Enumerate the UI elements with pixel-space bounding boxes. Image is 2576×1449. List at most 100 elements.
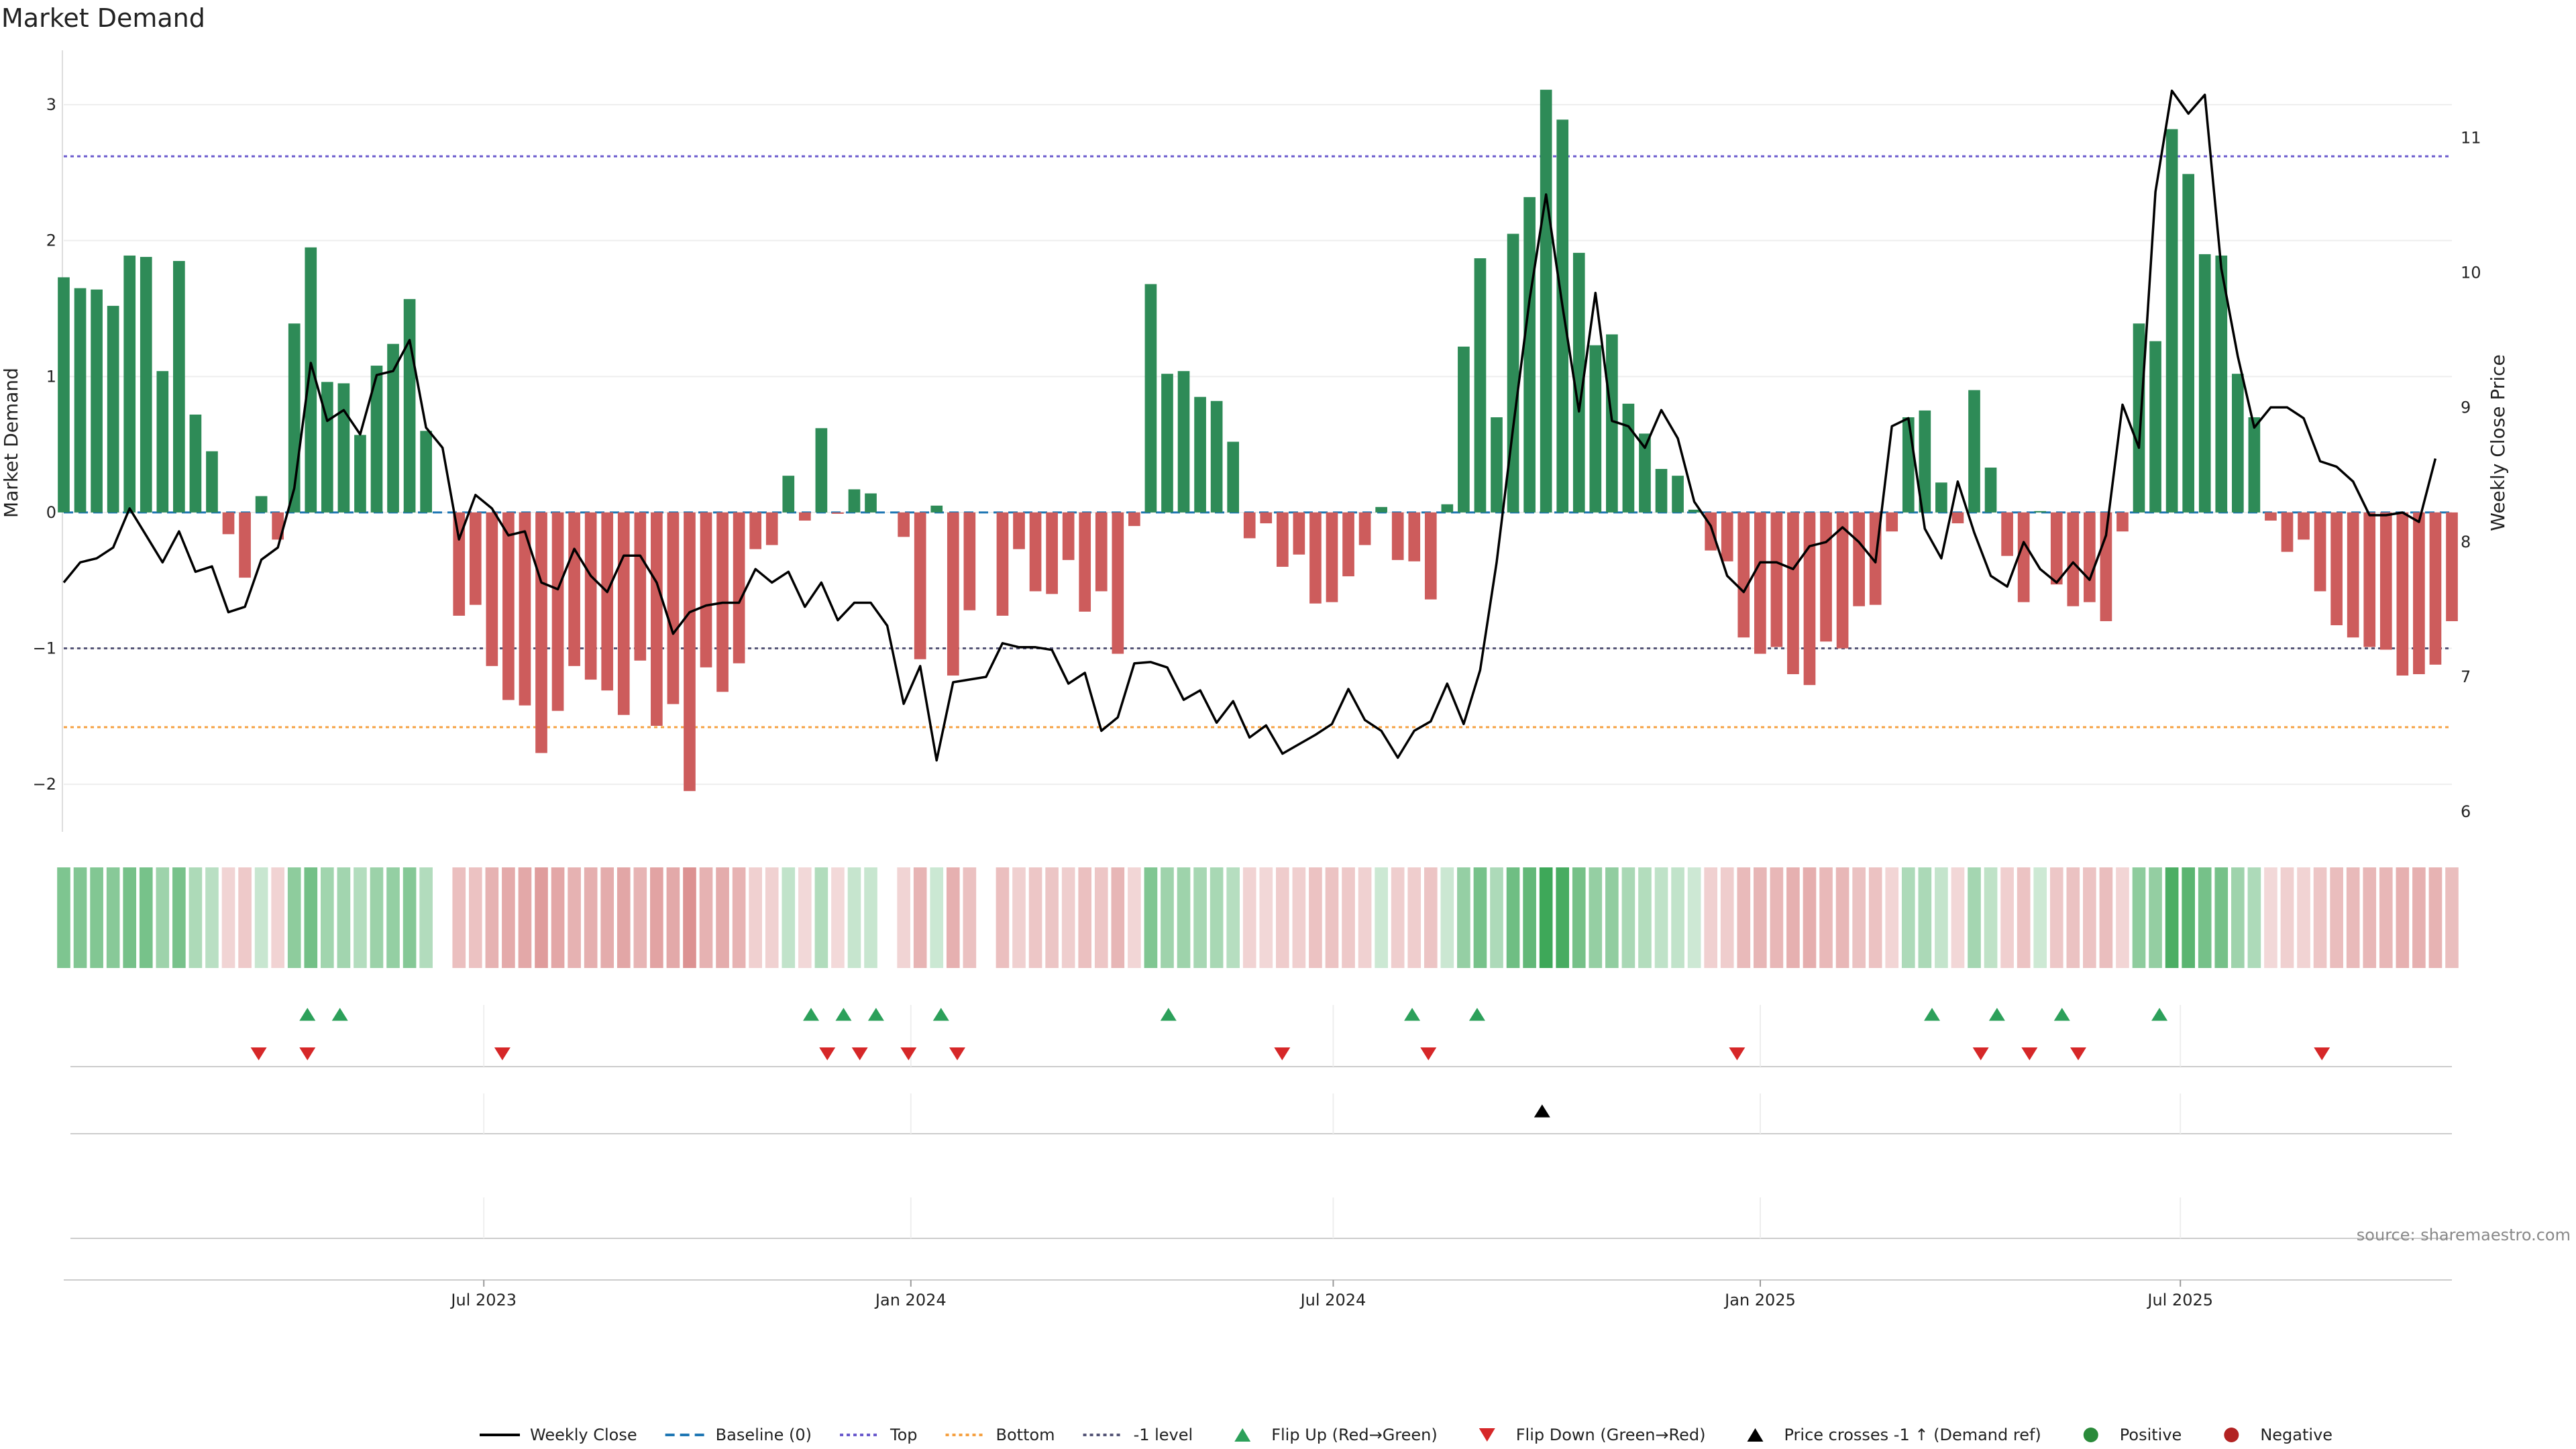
bar-negative bbox=[551, 512, 564, 711]
strip-cell bbox=[864, 867, 877, 968]
legend-label: Positive bbox=[2120, 1426, 2182, 1444]
strip-cell bbox=[1193, 867, 1207, 968]
bar-positive bbox=[140, 256, 152, 513]
legend-label: Weekly Close bbox=[530, 1426, 637, 1444]
bar-negative bbox=[1046, 512, 1058, 594]
bar-negative bbox=[1721, 512, 1733, 561]
bar-positive bbox=[1491, 417, 1503, 513]
bar-negative bbox=[1391, 512, 1404, 560]
bar-negative bbox=[1342, 512, 1354, 577]
strip-cell bbox=[1539, 867, 1553, 968]
bar-negative bbox=[1260, 512, 1273, 524]
strip-cell bbox=[2017, 867, 2031, 968]
strip-cell bbox=[386, 867, 400, 968]
bar-negative bbox=[1886, 512, 1898, 532]
bar-negative bbox=[1836, 512, 1849, 649]
strip-cell bbox=[1111, 867, 1125, 968]
bar-negative bbox=[1309, 512, 1322, 604]
bar-negative bbox=[832, 512, 844, 514]
legend-label: Flip Up (Red→Green) bbox=[1271, 1426, 1438, 1444]
strip-cell bbox=[2313, 867, 2327, 968]
bar-negative bbox=[2067, 512, 2080, 606]
strip-cell bbox=[57, 867, 70, 968]
bar-positive bbox=[1672, 476, 1684, 513]
demand-heat-strip bbox=[57, 867, 2459, 968]
strip-cell bbox=[831, 867, 845, 968]
strip-cell bbox=[568, 867, 581, 968]
strip-cell bbox=[1391, 867, 1405, 968]
strip-cell bbox=[2198, 867, 2212, 968]
strip-cell bbox=[419, 867, 433, 968]
bar-positive bbox=[2248, 417, 2261, 513]
strip-cell bbox=[782, 867, 796, 968]
bar-positive bbox=[930, 505, 943, 513]
bar-negative bbox=[1243, 512, 1256, 539]
bar-positive bbox=[370, 366, 383, 513]
legend-label: Price crosses -1 ↑ (Demand ref) bbox=[1784, 1426, 2041, 1444]
strip-cell bbox=[2346, 867, 2360, 968]
flip-up-marker bbox=[1924, 1008, 1941, 1021]
legend-swatch bbox=[1234, 1428, 1251, 1442]
bar-negative bbox=[617, 512, 630, 715]
strip-cell bbox=[1358, 867, 1372, 968]
strip-cell bbox=[1621, 867, 1635, 968]
strip-cell bbox=[2149, 867, 2162, 968]
strip-cell bbox=[1210, 867, 1224, 968]
bar-positive bbox=[2231, 374, 2244, 513]
x-tick-label: Jan 2024 bbox=[874, 1291, 947, 1309]
x-tick-label: Jan 2025 bbox=[1723, 1291, 1796, 1309]
signal-panels bbox=[70, 1005, 2452, 1239]
strip-cell bbox=[584, 867, 598, 968]
strip-cell bbox=[2412, 867, 2426, 968]
bar-positive bbox=[2034, 511, 2047, 513]
strip-cell bbox=[468, 867, 482, 968]
strip-cell bbox=[1424, 867, 1438, 968]
bar-positive bbox=[2165, 129, 2178, 513]
strip-cell bbox=[1342, 867, 1355, 968]
strip-cell bbox=[1671, 867, 1684, 968]
strip-cell bbox=[600, 867, 614, 968]
strip-cell bbox=[238, 867, 252, 968]
bar-negative bbox=[239, 512, 251, 578]
strip-cell bbox=[1819, 867, 1833, 968]
bar-positive bbox=[156, 371, 169, 513]
y-axis-label-right: Weekly Close Price bbox=[2487, 354, 2509, 531]
strip-cell bbox=[1490, 867, 1503, 968]
bar-negative bbox=[2298, 512, 2310, 540]
flip-down-marker bbox=[250, 1047, 267, 1061]
bar-positive bbox=[1227, 441, 1240, 513]
bar-positive bbox=[1474, 258, 1487, 513]
strip-cell bbox=[1259, 867, 1273, 968]
strip-cell bbox=[1309, 867, 1322, 968]
y-tick-left: 0 bbox=[46, 503, 56, 522]
bar-negative bbox=[2330, 512, 2343, 626]
bar-positive bbox=[420, 431, 432, 513]
strip-cell bbox=[1473, 867, 1487, 968]
flip-up-marker bbox=[2053, 1008, 2070, 1021]
strip-cell bbox=[683, 867, 696, 968]
bar-negative bbox=[996, 512, 1009, 616]
strip-cell bbox=[518, 867, 532, 968]
strip-cell bbox=[189, 867, 203, 968]
strip-cell bbox=[1292, 867, 1306, 968]
flip-down-marker bbox=[2070, 1047, 2086, 1061]
bar-positive bbox=[1572, 252, 1585, 513]
strip-cell bbox=[1457, 867, 1470, 968]
bar-negative bbox=[2446, 512, 2458, 621]
legend-swatch bbox=[1479, 1428, 1495, 1442]
strip-cell bbox=[1638, 867, 1652, 968]
strip-cell bbox=[2363, 867, 2377, 968]
y-tick-right: 9 bbox=[2461, 398, 2471, 417]
flip-up-marker bbox=[299, 1008, 316, 1021]
strip-cell bbox=[551, 867, 565, 968]
flip-down-marker bbox=[900, 1047, 917, 1061]
strip-cell bbox=[1161, 867, 1174, 968]
strip-cell bbox=[485, 867, 499, 968]
y-tick-right: 11 bbox=[2461, 129, 2481, 148]
bar-negative bbox=[684, 512, 696, 792]
strip-cell bbox=[930, 867, 944, 968]
strip-cell bbox=[1885, 867, 1899, 968]
strip-cell bbox=[156, 867, 170, 968]
bar-positive bbox=[1606, 334, 1618, 513]
strip-cell bbox=[946, 867, 960, 968]
